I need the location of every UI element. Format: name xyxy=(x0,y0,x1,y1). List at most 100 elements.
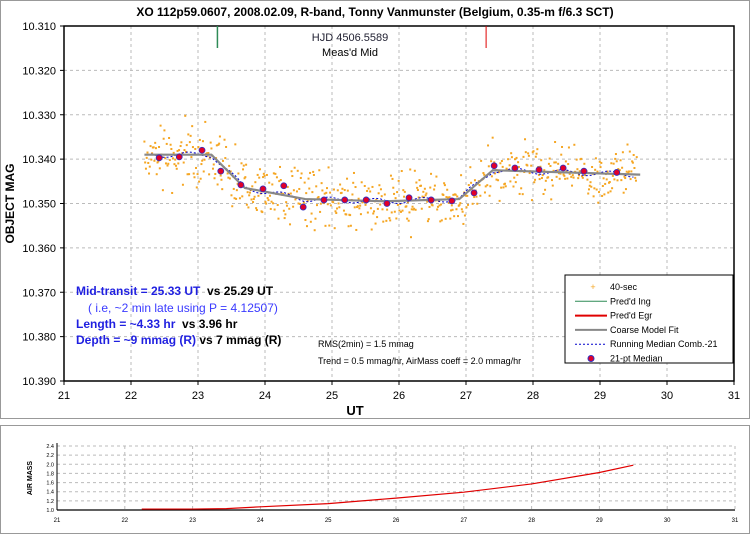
data-point-40sec xyxy=(435,175,438,178)
data-point-40sec xyxy=(271,183,274,186)
x-tick-label: 31 xyxy=(728,390,740,402)
data-point-40sec xyxy=(278,180,281,183)
data-point-40sec xyxy=(515,156,518,159)
data-point-40sec xyxy=(418,179,421,182)
data-point-40sec xyxy=(242,164,245,167)
x-tick-label: 28 xyxy=(527,390,539,402)
data-point-40sec xyxy=(403,195,406,198)
depth-predicted: vs 7 mmag (R) xyxy=(199,333,282,347)
data-point-40sec xyxy=(144,161,147,164)
data-point-40sec xyxy=(405,205,408,208)
data-point-40sec xyxy=(225,145,228,148)
data-point-40sec xyxy=(462,222,465,225)
data-point-40sec xyxy=(246,191,249,194)
data-point-40sec xyxy=(372,212,375,215)
data-point-40sec xyxy=(342,209,345,212)
data-point-40sec xyxy=(540,159,543,162)
data-point-40sec xyxy=(282,209,285,212)
airmass-x-tick-label: 31 xyxy=(732,518,739,524)
data-point-40sec xyxy=(204,120,207,123)
data-point-40sec xyxy=(188,173,191,176)
data-point-40sec xyxy=(450,204,453,207)
data-point-40sec xyxy=(285,204,288,207)
data-point-40sec xyxy=(573,143,576,146)
data-point-40sec xyxy=(377,192,380,195)
data-point-40sec xyxy=(263,174,266,177)
data-point-40sec xyxy=(527,154,530,157)
median-21pt-point xyxy=(511,164,519,172)
data-point-40sec xyxy=(609,190,612,193)
data-point-40sec xyxy=(248,191,251,194)
data-point-40sec xyxy=(460,208,463,211)
data-point-40sec xyxy=(458,203,461,206)
data-point-40sec xyxy=(336,207,339,210)
data-point-40sec xyxy=(471,202,474,205)
data-point-40sec xyxy=(571,174,574,177)
median-21pt-point xyxy=(405,194,413,202)
data-point-40sec xyxy=(443,182,446,185)
x-tick-label: 29 xyxy=(594,390,606,402)
mid-transit-predicted: vs 25.29 UT xyxy=(207,284,274,298)
data-point-40sec xyxy=(183,149,186,152)
data-point-40sec xyxy=(446,188,449,191)
data-point-40sec xyxy=(243,177,246,180)
length-predicted: vs 3.96 hr xyxy=(182,317,238,331)
data-point-40sec xyxy=(399,203,402,206)
data-point-40sec xyxy=(530,164,533,167)
data-point-40sec xyxy=(544,188,547,191)
data-point-40sec xyxy=(217,143,220,146)
x-tick-label: 22 xyxy=(125,390,137,402)
data-point-40sec xyxy=(483,173,486,176)
data-point-40sec xyxy=(583,162,586,165)
data-point-40sec xyxy=(427,218,430,221)
data-point-40sec xyxy=(289,223,292,226)
data-point-40sec xyxy=(258,176,261,179)
data-point-40sec xyxy=(284,213,287,216)
data-point-40sec xyxy=(269,207,272,210)
data-point-40sec xyxy=(488,194,491,197)
data-point-40sec xyxy=(399,210,402,213)
data-point-40sec xyxy=(309,171,312,174)
data-point-40sec xyxy=(189,134,192,137)
chart-title: XO 112p59.0607, 2008.02.09, R-band, Tonn… xyxy=(136,5,613,19)
data-point-40sec xyxy=(403,190,406,193)
data-point-40sec xyxy=(169,143,172,146)
data-point-40sec xyxy=(302,201,305,204)
data-point-40sec xyxy=(371,185,374,188)
data-point-40sec xyxy=(166,164,169,167)
data-point-40sec xyxy=(564,160,567,163)
data-point-40sec xyxy=(212,163,215,166)
data-point-40sec xyxy=(586,178,589,181)
data-point-40sec xyxy=(634,179,637,182)
data-point-40sec xyxy=(297,202,300,205)
data-point-40sec xyxy=(247,206,250,209)
data-point-40sec xyxy=(498,199,501,202)
data-point-40sec xyxy=(207,151,210,154)
data-point-40sec xyxy=(433,188,436,191)
data-point-40sec xyxy=(162,137,165,140)
data-point-40sec xyxy=(407,219,410,222)
data-point-40sec xyxy=(497,179,500,182)
data-point-40sec xyxy=(611,174,614,177)
data-point-40sec xyxy=(358,207,361,210)
data-point-40sec xyxy=(538,178,541,181)
data-point-40sec xyxy=(520,187,523,190)
data-point-40sec xyxy=(265,202,268,205)
data-point-40sec xyxy=(603,193,606,196)
data-point-40sec xyxy=(208,173,211,176)
data-point-40sec xyxy=(349,214,352,217)
data-point-40sec xyxy=(205,152,208,155)
data-point-40sec xyxy=(631,161,634,164)
data-point-40sec xyxy=(589,181,592,184)
data-point-40sec xyxy=(298,187,301,190)
data-point-40sec xyxy=(313,229,316,232)
data-point-40sec xyxy=(475,195,478,198)
data-point-40sec xyxy=(240,162,243,165)
mid-transit-value: Mid-transit = 25.33 UT xyxy=(76,284,201,298)
data-point-40sec xyxy=(430,172,433,175)
data-point-40sec xyxy=(236,182,239,185)
data-point-40sec xyxy=(339,183,342,186)
data-point-40sec xyxy=(326,203,329,206)
data-point-40sec xyxy=(406,201,409,204)
data-point-40sec xyxy=(153,159,156,162)
